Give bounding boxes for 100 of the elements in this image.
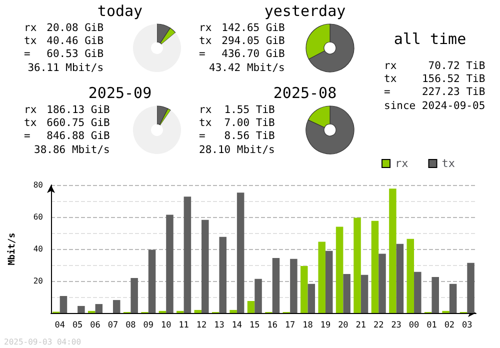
text: rx [199, 22, 212, 35]
bar [202, 220, 209, 313]
x-tick-label: 13 [214, 320, 224, 330]
text: rx [24, 22, 37, 35]
bar [318, 242, 326, 313]
x-tick-label: 12 [196, 320, 207, 330]
x-tick-label: 01 [426, 320, 437, 330]
text: 156.52 TiB [420, 73, 486, 86]
text: 846.88 GiB [46, 130, 110, 143]
bar [148, 250, 156, 313]
text: tx [24, 117, 37, 130]
bar [449, 284, 457, 313]
legend-label: rx [395, 157, 409, 170]
y-tick-label: 40 [33, 244, 44, 254]
chart-title: yesterday [263, 2, 347, 20]
bar [194, 310, 202, 313]
text: since 2024-09-05 [384, 100, 486, 113]
x-tick-label: 03 [462, 320, 472, 330]
x-tick-label: 15 [250, 320, 260, 330]
text: 660.75 GiB [46, 117, 110, 130]
bar [325, 250, 333, 313]
chart-title: 2025-09 [87, 84, 153, 102]
bar [371, 220, 379, 313]
x-tick-label: 08 [126, 320, 136, 330]
bar [272, 258, 280, 313]
bar [354, 218, 361, 313]
chart-title: today [96, 2, 144, 20]
text: 40.46 GiB [46, 35, 104, 48]
text: 38.86 Mbit/s [33, 144, 110, 157]
text: 436.70 GiB [222, 48, 285, 61]
text: tx [384, 73, 398, 86]
text: tx [199, 35, 212, 48]
x-tick-label: 18 [302, 320, 313, 330]
bar [336, 226, 344, 313]
x-tick-label: 16 [267, 320, 278, 330]
bar [414, 272, 422, 313]
bar [230, 310, 237, 313]
x-tick-label: 00 [408, 320, 420, 330]
x-tick-label: 10 [160, 320, 172, 330]
bar [78, 306, 85, 313]
text: tx [24, 35, 37, 48]
x-tick-label: 05 [72, 320, 83, 330]
text: tx [199, 117, 213, 130]
x-tick-label: 23 [391, 320, 402, 330]
x-tick-label: 07 [108, 320, 118, 330]
text: all time [392, 30, 468, 48]
text: 7.00 TiB [223, 117, 275, 130]
text: 227.23 TiB [420, 86, 486, 99]
bar [219, 236, 226, 313]
x-tick-label: 06 [90, 320, 100, 330]
bar [290, 258, 298, 313]
bar [112, 300, 120, 313]
text: 43.42 Mbit/s [208, 62, 285, 75]
text: = [199, 130, 206, 143]
bar [432, 277, 439, 313]
text: 1.55 TiB [223, 104, 275, 117]
bar [360, 274, 368, 313]
x-tick-label: 19 [320, 320, 331, 330]
text: 20.08 GiB [46, 22, 104, 35]
text: 36.11 Mbit/s [26, 62, 104, 75]
bar [247, 301, 255, 313]
y-tick-label: 60 [33, 212, 44, 222]
bar [343, 274, 350, 313]
bar [378, 254, 386, 313]
bar [130, 278, 138, 313]
y-tick-label: 20 [33, 276, 44, 286]
y-tick-label: 80 [33, 180, 44, 190]
text: = [384, 86, 392, 99]
x-tick-label: 09 [143, 320, 154, 330]
text: = [24, 48, 32, 61]
text: 28.10 Mbit/s [199, 144, 275, 157]
text: 294.05 GiB [222, 35, 285, 48]
bar [389, 188, 396, 313]
text: 186.13 GiB [46, 104, 110, 117]
text: rx [24, 104, 37, 117]
x-tick-label: 14 [232, 320, 242, 330]
text: 8.56 TiB [223, 130, 275, 143]
bar [236, 192, 244, 313]
text: 142.65 GiB [222, 22, 285, 35]
text: rx [384, 60, 398, 73]
bar [406, 238, 414, 313]
x-tick-label: 22 [373, 320, 384, 330]
x-tick-label: 21 [356, 320, 366, 330]
x-tick-label: 20 [338, 320, 348, 330]
text: 70.72 TiB [427, 60, 486, 73]
bar [308, 284, 316, 313]
text: = [199, 48, 206, 61]
x-tick-label: 11 [178, 320, 189, 330]
bar [184, 196, 192, 313]
bar [254, 278, 262, 313]
text: 60.53 GiB [46, 48, 104, 61]
chart-title: 2025-08 [272, 84, 338, 102]
bar [300, 266, 308, 313]
bar [166, 214, 174, 313]
bar [60, 296, 68, 313]
legend-label: tx [442, 157, 456, 170]
bar [396, 244, 404, 313]
x-tick-label: 17 [284, 320, 296, 330]
x-tick-label: 02 [444, 320, 455, 330]
x-tick-label: 04 [54, 320, 65, 330]
